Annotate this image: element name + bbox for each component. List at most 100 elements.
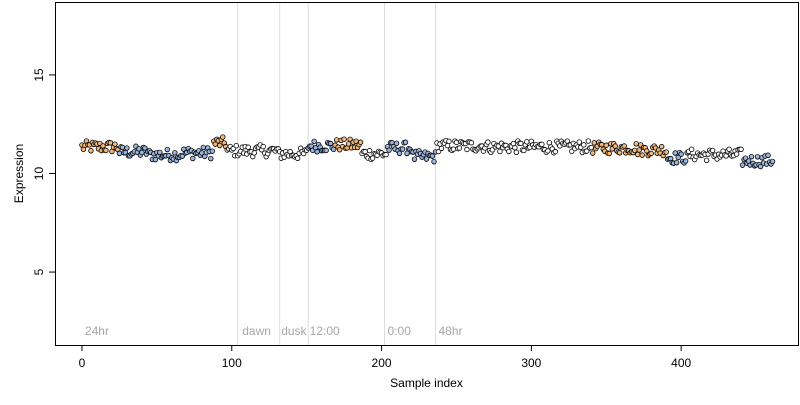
annotation-label: dawn	[242, 324, 271, 338]
data-point	[423, 156, 430, 162]
data-point	[581, 142, 587, 148]
plot-frame	[55, 2, 799, 346]
annotation-label: dusk	[281, 324, 307, 338]
data-point	[576, 139, 582, 145]
data-point	[742, 155, 749, 161]
data-point	[584, 148, 590, 154]
data-point	[446, 138, 452, 145]
data-point	[590, 150, 596, 156]
data-point	[497, 148, 503, 155]
data-point	[682, 158, 689, 164]
data-point	[703, 157, 710, 164]
data-point	[738, 146, 744, 153]
data-point	[431, 158, 437, 165]
data-point	[739, 162, 746, 168]
data-point	[157, 149, 163, 156]
data-point	[636, 147, 642, 153]
x-tick-label: 200	[372, 356, 392, 370]
data-point	[528, 138, 535, 145]
data-point	[190, 155, 196, 162]
data-point	[336, 147, 343, 153]
data-point	[464, 146, 470, 153]
data-point	[521, 147, 527, 154]
annotation-label: 0:00	[388, 324, 412, 338]
data-point	[341, 136, 347, 142]
data-point	[402, 139, 409, 145]
data-point	[639, 152, 645, 158]
data-point	[245, 144, 251, 150]
data-point	[311, 138, 317, 145]
data-point	[208, 155, 214, 162]
data-point	[765, 152, 771, 158]
data-point	[95, 146, 102, 152]
data-point	[757, 163, 764, 170]
data-point	[726, 146, 732, 152]
data-point	[164, 146, 171, 153]
data-point	[217, 142, 223, 149]
y-tick-label: 15	[32, 68, 46, 82]
data-point	[539, 141, 545, 148]
annotation-labels: 24hr dawn dusk 12:00 0:00 48hr	[85, 324, 463, 338]
annotation-label: 24hr	[85, 324, 109, 338]
data-point	[617, 150, 623, 156]
data-point	[552, 148, 559, 155]
data-point	[769, 158, 776, 165]
data-point	[357, 139, 364, 145]
data-point	[347, 136, 353, 143]
data-point	[513, 149, 520, 155]
data-point	[124, 145, 130, 151]
data-point	[609, 146, 615, 152]
y-axis: 5 10 15	[32, 68, 55, 275]
data-point	[386, 147, 392, 153]
data-point	[673, 159, 680, 166]
data-point	[221, 140, 227, 146]
data-point	[612, 143, 618, 149]
annotation-label: 48hr	[438, 324, 462, 338]
x-tick-label: 400	[671, 356, 691, 370]
data-point	[323, 147, 329, 154]
data-point	[606, 150, 612, 157]
data-point	[142, 145, 148, 151]
data-point	[399, 146, 406, 152]
data-point	[393, 140, 400, 147]
x-tick-label: 0	[79, 356, 86, 370]
y-axis-title: Expression	[12, 144, 26, 203]
annotation-label: 12:00	[310, 324, 340, 338]
data-point	[88, 148, 94, 154]
data-point	[621, 143, 627, 149]
data-point	[209, 148, 215, 154]
x-tick-label: 100	[222, 356, 242, 370]
data-point	[468, 140, 475, 146]
x-axis: 0 100 200 300 400	[79, 345, 691, 370]
data-point	[748, 153, 755, 160]
data-point	[489, 147, 496, 153]
data-point	[658, 143, 665, 150]
data-point	[317, 144, 323, 150]
y-tick-label: 10	[32, 167, 46, 181]
data-point	[644, 148, 650, 154]
data-point	[438, 145, 445, 152]
data-point	[709, 147, 716, 154]
data-point	[294, 155, 301, 161]
x-tick-label: 300	[521, 356, 541, 370]
data-point	[485, 139, 491, 145]
data-point	[260, 143, 266, 150]
x-axis-title: Sample index	[390, 376, 463, 390]
data-point	[152, 156, 159, 163]
data-points	[79, 134, 776, 170]
data-point	[663, 149, 669, 155]
data-point	[429, 153, 436, 159]
data-point	[257, 142, 263, 148]
data-point	[506, 148, 512, 155]
data-point	[172, 150, 178, 156]
data-point	[435, 148, 442, 155]
data-point	[648, 150, 654, 157]
data-point	[585, 138, 591, 144]
data-point	[678, 151, 684, 157]
data-point	[545, 148, 551, 154]
data-point	[383, 151, 389, 158]
data-point	[103, 147, 109, 154]
data-point	[411, 156, 418, 162]
